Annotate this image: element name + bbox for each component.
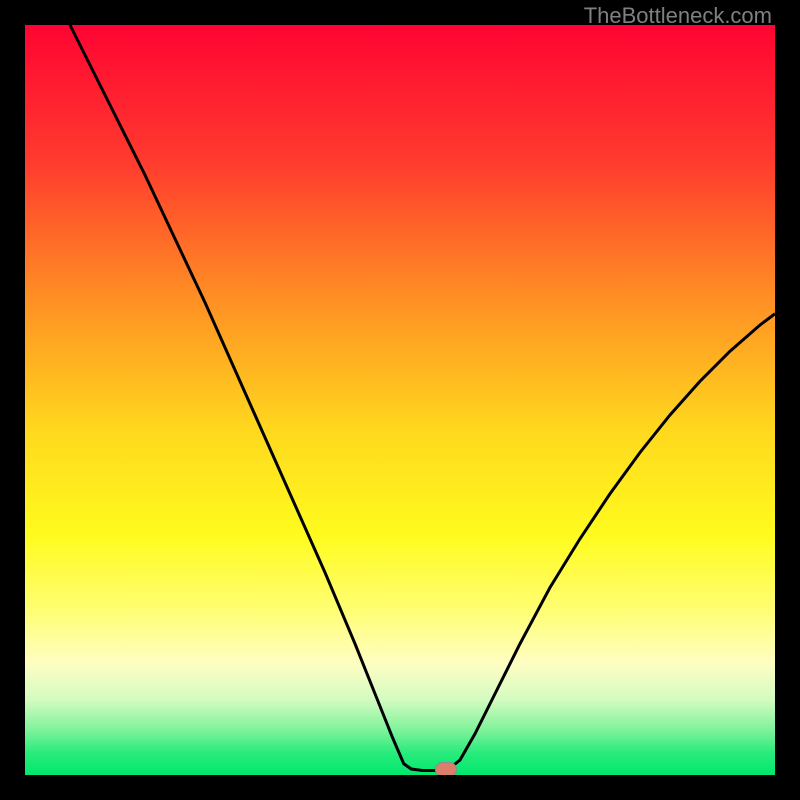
optimal-point-marker [435, 762, 457, 775]
bottleneck-curve [25, 25, 775, 775]
watermark-text: TheBottleneck.com [584, 3, 772, 29]
curve-path [70, 25, 775, 771]
plot-area [25, 25, 775, 775]
